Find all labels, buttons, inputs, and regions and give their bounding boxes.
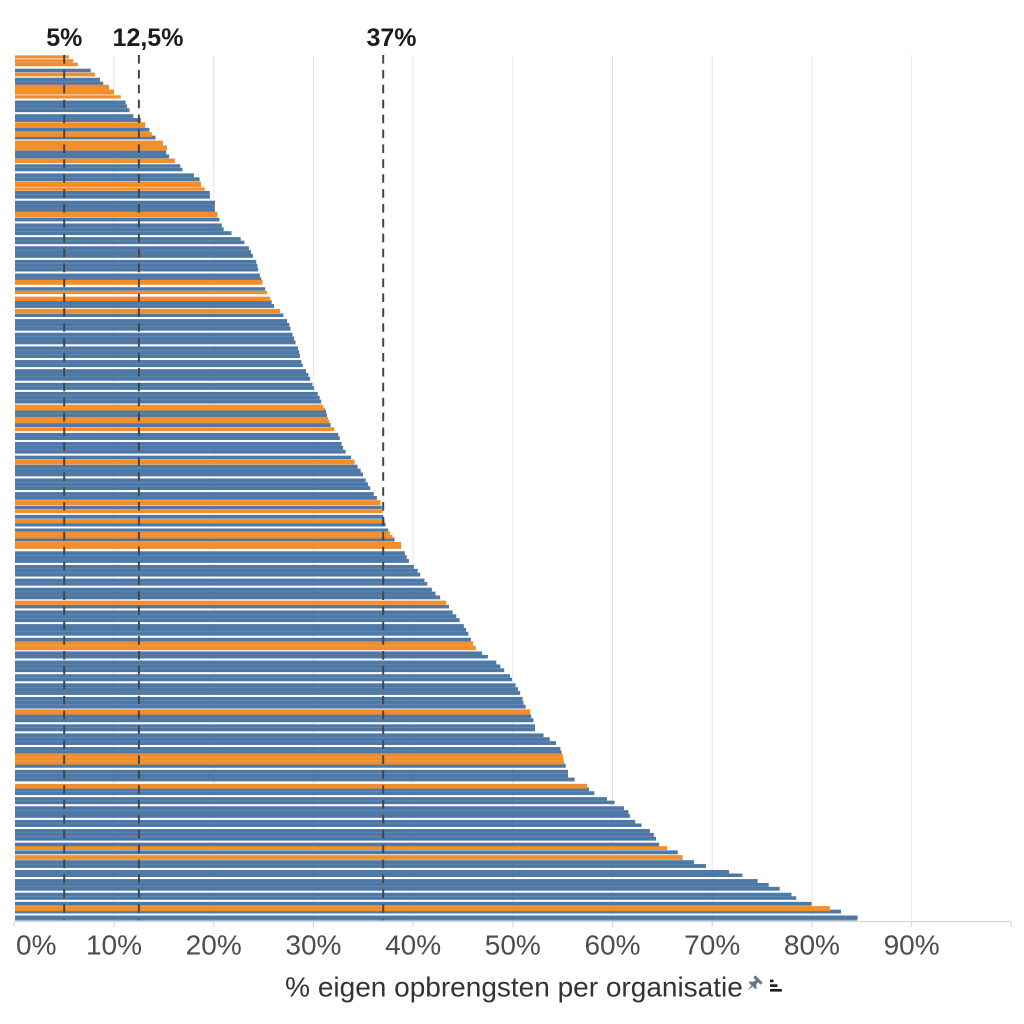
svg-text:70%: 70%: [684, 930, 740, 961]
svg-text:5%: 5%: [46, 24, 82, 52]
svg-text:% eigen opbrengsten per organi: % eigen opbrengsten per organisatie: [285, 972, 743, 1003]
svg-text:37%: 37%: [366, 24, 416, 52]
svg-text:12,5%: 12,5%: [113, 24, 184, 52]
svg-text:40%: 40%: [385, 930, 441, 961]
svg-text:50%: 50%: [485, 930, 541, 961]
svg-text:60%: 60%: [584, 930, 640, 961]
svg-text:30%: 30%: [285, 930, 341, 961]
svg-text:10%: 10%: [86, 930, 142, 961]
svg-text:90%: 90%: [884, 930, 940, 961]
svg-text:80%: 80%: [784, 930, 840, 961]
svg-text:0%: 0%: [16, 930, 56, 961]
svg-text:20%: 20%: [186, 930, 242, 961]
